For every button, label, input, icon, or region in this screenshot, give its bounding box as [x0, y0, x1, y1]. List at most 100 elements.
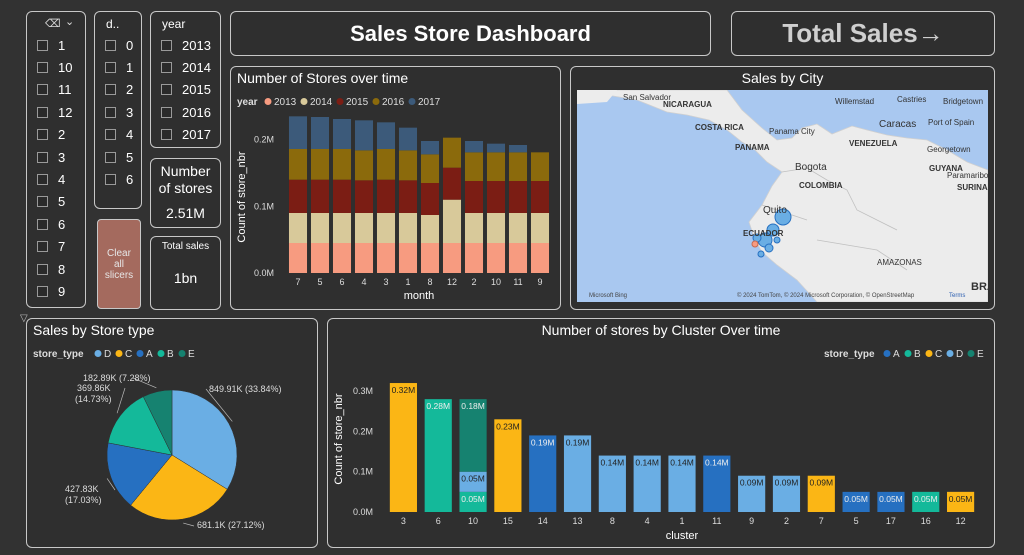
checkbox[interactable] — [105, 106, 116, 118]
cluster-slicer-item[interactable]: 5 — [37, 194, 65, 209]
bar-segment[interactable] — [508, 213, 528, 243]
bar-segment[interactable] — [442, 199, 462, 243]
cluster-slicer-item[interactable]: 6 — [37, 217, 65, 232]
bar-segment[interactable] — [420, 183, 440, 215]
bar-segment[interactable] — [288, 243, 308, 273]
checkbox[interactable] — [161, 39, 172, 51]
bar-segment[interactable] — [464, 181, 484, 213]
bar-segment[interactable] — [398, 150, 418, 181]
bar-segment[interactable] — [912, 491, 940, 512]
bar-segment[interactable] — [464, 152, 484, 181]
bar-segment[interactable] — [398, 213, 418, 243]
cluster-slicer-item[interactable]: 8 — [37, 262, 65, 277]
checkbox[interactable] — [105, 173, 116, 185]
bar-segment[interactable] — [376, 243, 396, 273]
bar-segment[interactable] — [288, 149, 308, 180]
day-slicer-item[interactable]: 6 — [105, 172, 133, 187]
bar-segment[interactable] — [288, 116, 308, 149]
bar-segment[interactable] — [376, 213, 396, 243]
checkbox[interactable] — [37, 196, 48, 208]
checkbox[interactable] — [37, 218, 48, 230]
filter-icon[interactable]: ▽ — [20, 313, 28, 324]
bar-segment[interactable] — [633, 455, 661, 512]
bar-segment[interactable] — [354, 120, 374, 151]
bar-segment[interactable] — [354, 213, 374, 243]
bar-segment[interactable] — [947, 491, 975, 512]
bar-segment[interactable] — [420, 215, 440, 243]
checkbox[interactable] — [105, 84, 116, 96]
day-slicer-item[interactable]: 5 — [105, 150, 133, 165]
pie-slice[interactable] — [130, 454, 228, 521]
year-slicer-item[interactable]: 2013 — [161, 38, 211, 53]
bar-segment[interactable] — [310, 213, 330, 243]
day-slicer-item[interactable]: 1 — [105, 60, 133, 75]
bar-segment[interactable] — [389, 383, 417, 512]
bar-segment[interactable] — [668, 455, 696, 512]
checkbox[interactable] — [37, 241, 48, 253]
bar-segment[interactable] — [464, 141, 484, 153]
bar-segment[interactable] — [494, 419, 522, 512]
checkbox[interactable] — [37, 285, 48, 297]
bar-segment[interactable] — [807, 475, 835, 512]
bar-segment[interactable] — [332, 179, 352, 213]
checkbox[interactable] — [105, 61, 116, 73]
checkbox[interactable] — [161, 84, 172, 96]
day-slicer-item[interactable]: 3 — [105, 105, 133, 120]
bar-segment[interactable] — [703, 455, 731, 512]
bar-segment[interactable] — [288, 179, 308, 213]
checkbox[interactable] — [37, 61, 48, 73]
total-sales-nav-button[interactable]: Total Sales→ — [731, 11, 995, 56]
bar-segment[interactable] — [332, 149, 352, 180]
bar-segment[interactable] — [459, 399, 487, 472]
bar-segment[interactable] — [486, 181, 506, 213]
bar-segment[interactable] — [442, 243, 462, 273]
checkbox[interactable] — [161, 129, 172, 141]
year-slicer-item[interactable]: 2015 — [161, 82, 211, 97]
bar-segment[interactable] — [354, 150, 374, 181]
checkbox[interactable] — [37, 151, 48, 163]
pie-slice[interactable] — [171, 389, 238, 490]
bar-segment[interactable] — [529, 435, 557, 512]
map-terms-link[interactable]: Terms — [949, 293, 965, 299]
bar-segment[interactable] — [459, 491, 487, 512]
cluster-slicer-item[interactable]: 1 — [37, 38, 65, 53]
bar-segment[interactable] — [376, 149, 396, 180]
checkbox[interactable] — [105, 39, 116, 51]
bar-segment[interactable] — [376, 122, 396, 149]
bar-segment[interactable] — [486, 243, 506, 273]
bar-segment[interactable] — [530, 213, 550, 243]
checkbox[interactable] — [37, 129, 48, 141]
bar-segment[interactable] — [508, 145, 528, 153]
cluster-slicer-item[interactable]: 2 — [37, 127, 65, 142]
checkbox[interactable] — [161, 61, 172, 73]
cluster-slicer-item[interactable]: 7 — [37, 239, 65, 254]
eraser-icon[interactable]: ⌫ — [45, 18, 61, 30]
bar-segment[interactable] — [508, 181, 528, 213]
bar-segment[interactable] — [877, 491, 905, 512]
bar-segment[interactable] — [354, 180, 374, 213]
bar-segment[interactable] — [598, 455, 626, 512]
bar-segment[interactable] — [464, 213, 484, 243]
bar-segment[interactable] — [842, 491, 870, 512]
bar-segment[interactable] — [424, 399, 452, 512]
bar-segment[interactable] — [772, 475, 801, 512]
bar-segment[interactable] — [486, 143, 506, 153]
bar-segment[interactable] — [420, 141, 440, 155]
bar-segment[interactable] — [332, 243, 352, 273]
bar-segment[interactable] — [398, 243, 418, 273]
bar-segment[interactable] — [530, 152, 550, 181]
bar-segment[interactable] — [420, 243, 440, 273]
checkbox[interactable] — [37, 263, 48, 275]
bar-segment[interactable] — [376, 179, 396, 213]
bar-segment[interactable] — [398, 127, 418, 151]
bar-segment[interactable] — [332, 213, 352, 243]
bar-segment[interactable] — [310, 117, 330, 149]
cluster-slicer-item[interactable]: 10 — [37, 60, 72, 75]
chevron-down-icon[interactable]: ⌄ — [65, 16, 75, 28]
bar-segment[interactable] — [442, 167, 462, 200]
checkbox[interactable] — [37, 84, 48, 96]
day-slicer-item[interactable]: 0 — [105, 38, 133, 53]
bar-segment[interactable] — [459, 471, 487, 492]
bar-segment[interactable] — [530, 243, 550, 273]
pie-slice[interactable] — [106, 442, 173, 506]
